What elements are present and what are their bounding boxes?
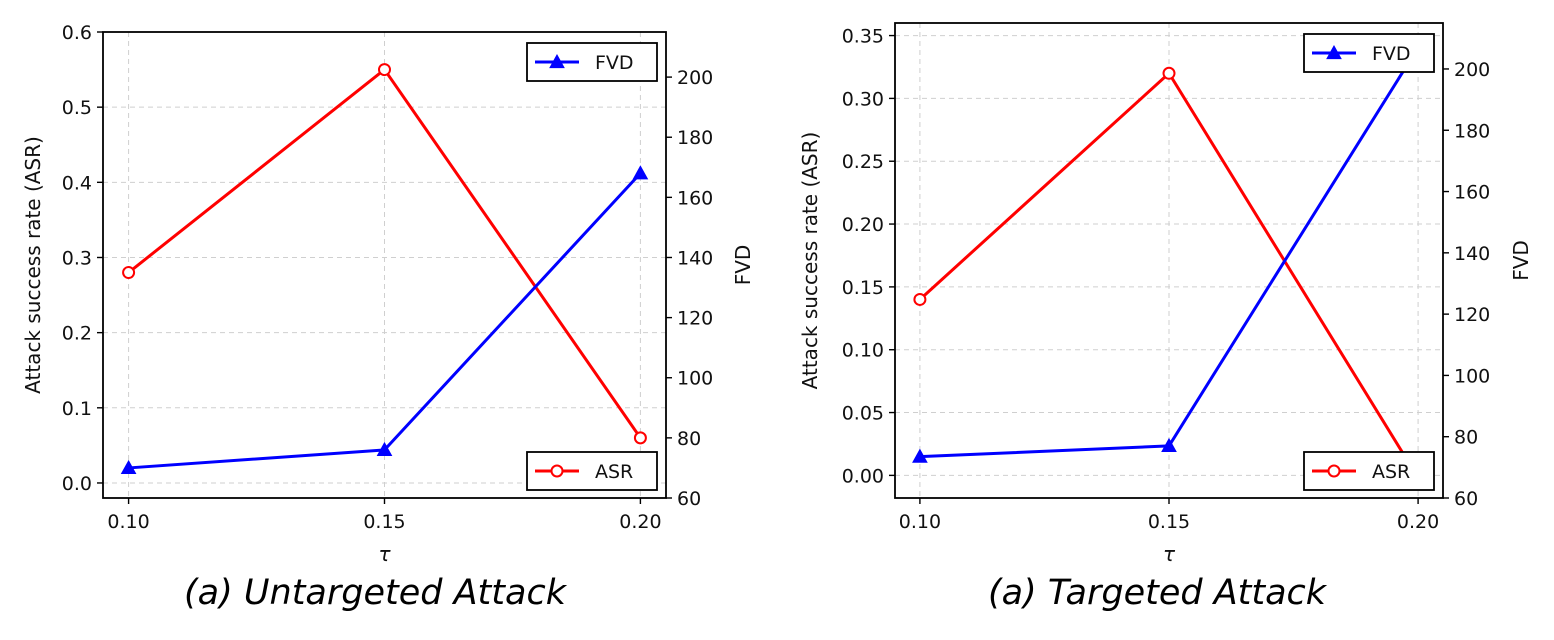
y-tick-label: 0.00 xyxy=(842,465,884,487)
legend-fvd: FVD xyxy=(526,42,658,82)
y2-axis-label: FVD xyxy=(1509,240,1533,281)
y2-tick-label: 100 xyxy=(677,368,713,390)
x-tick-label: 0.10 xyxy=(107,511,149,533)
chart-caption: (a) Targeted Attack xyxy=(988,573,1328,613)
legend-marker xyxy=(1326,44,1342,60)
y-tick-label: 0.20 xyxy=(842,214,884,236)
data-point-asr xyxy=(378,63,391,77)
legend-fvd: FVD xyxy=(1303,33,1435,73)
y-tick-label: 0.25 xyxy=(842,151,884,173)
data-point-fvd xyxy=(120,459,137,475)
data-point-fvd xyxy=(376,441,393,456)
data-point-fvd xyxy=(912,448,928,463)
legend-asr: ASR xyxy=(1303,451,1435,491)
legend-label: ASR xyxy=(595,461,633,483)
y-tick-label: 0.5 xyxy=(62,97,92,119)
legend-box xyxy=(1303,33,1435,73)
legend-marker xyxy=(549,53,565,69)
y2-tick-label: 140 xyxy=(677,247,713,269)
y-tick-label: 0.0 xyxy=(62,473,92,495)
y2-tick-label: 180 xyxy=(1454,120,1490,142)
data-point-asr xyxy=(633,431,647,445)
y-tick-label: 0.1 xyxy=(62,398,92,420)
y-tick-label: 0.15 xyxy=(842,277,884,299)
y2-axis-label: FVD xyxy=(731,245,755,286)
y-tick-label: 0.35 xyxy=(842,26,884,48)
legend-label: FVD xyxy=(595,52,634,74)
data-point-asr xyxy=(122,266,136,280)
chart-caption: (a) Untargeted Attack xyxy=(184,573,568,613)
chart-targeted: 0.10 0.15 0.20 0.00 0.05 0.10 0.15 0.20 0.25 0.30… xyxy=(798,22,1533,613)
data-point-fvd xyxy=(632,165,649,180)
y2-tick-label: 100 xyxy=(1454,365,1490,387)
y-tick-label: 0.2 xyxy=(62,323,92,345)
y2-tick-label: 160 xyxy=(677,187,713,209)
y-tick-label: 0.30 xyxy=(842,88,884,110)
x-tick-label: 0.10 xyxy=(899,511,941,533)
x-tick-label: 0.20 xyxy=(1397,511,1439,533)
y2-tick-label: 80 xyxy=(677,428,701,450)
x-tick-label: 0.20 xyxy=(619,511,661,533)
legend-marker xyxy=(550,464,564,478)
y-axis-label: Attack success rate (ASR) xyxy=(798,132,822,390)
y2-tick-label: 180 xyxy=(677,127,713,149)
legend-label: FVD xyxy=(1372,43,1411,65)
x-axis-label: τ xyxy=(1163,542,1176,566)
y-tick-label: 0.6 xyxy=(62,22,92,44)
chart-untargeted: 0.10 0.15 0.20 0.0 0.1 0.2 0.3 0.4 0.5 0.6 60 80 100… xyxy=(21,22,755,613)
data-point-asr xyxy=(913,292,927,306)
y-tick-label: 0.05 xyxy=(842,403,884,425)
x-tick-label: 0.15 xyxy=(363,511,405,533)
y-tick-label: 0.4 xyxy=(62,172,92,194)
data-point-asr xyxy=(1162,66,1176,80)
legend-label: ASR xyxy=(1372,461,1410,483)
y2-tick-label: 200 xyxy=(677,67,713,89)
legend-asr: ASR xyxy=(526,451,658,491)
x-tick-label: 0.15 xyxy=(1148,511,1190,533)
y2-tick-label: 120 xyxy=(1454,304,1490,326)
y-tick-label: 0.3 xyxy=(62,247,92,269)
data-point-fvd xyxy=(1161,437,1177,453)
y2-tick-label: 80 xyxy=(1454,427,1478,449)
y2-tick-label: 200 xyxy=(1454,59,1490,81)
x-axis-label: τ xyxy=(378,542,391,566)
y2-tick-label: 120 xyxy=(677,308,713,330)
legend-marker xyxy=(1327,464,1341,478)
y-axis-label: Attack success rate (ASR) xyxy=(21,136,45,394)
y-tick-label: 0.10 xyxy=(842,340,884,362)
y2-tick-label: 60 xyxy=(1454,488,1478,510)
y2-tick-label: 60 xyxy=(677,488,701,510)
y2-tick-label: 140 xyxy=(1454,243,1490,265)
y2-tick-label: 160 xyxy=(1454,182,1490,204)
